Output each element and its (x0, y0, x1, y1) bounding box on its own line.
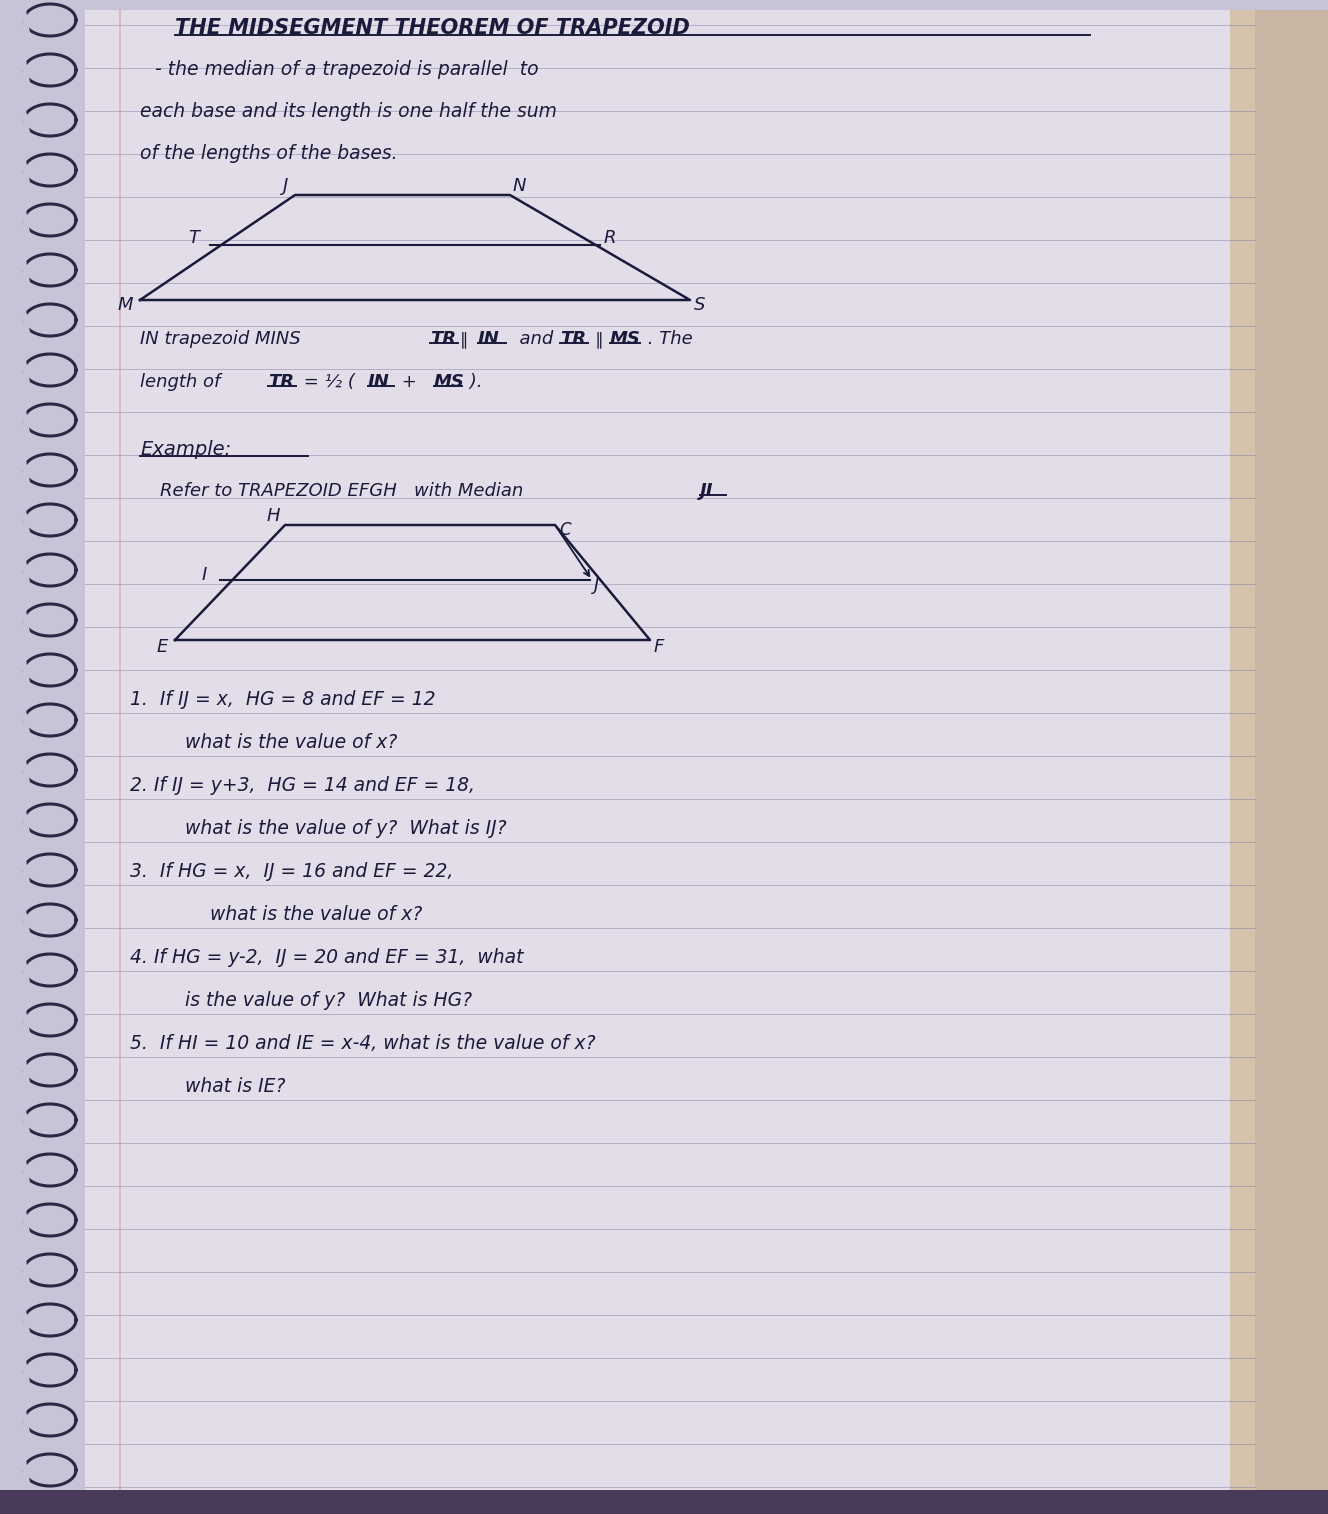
Text: H: H (267, 507, 280, 525)
Text: MS: MS (434, 372, 465, 391)
Text: E: E (157, 637, 169, 656)
Text: C: C (559, 521, 571, 539)
Text: T: T (189, 229, 199, 247)
Text: 3.  If HG = x,  IJ = 16 and EF = 22,: 3. If HG = x, IJ = 16 and EF = 22, (130, 861, 453, 881)
Text: TR: TR (560, 330, 586, 348)
Text: what is the value of y?  What is IJ?: what is the value of y? What is IJ? (185, 819, 506, 839)
Text: and: and (509, 330, 564, 348)
Text: TR: TR (430, 330, 456, 348)
Text: +: + (396, 372, 422, 391)
Text: 4. If HG = y-2,  IJ = 20 and EF = 31,  what: 4. If HG = y-2, IJ = 20 and EF = 31, wha… (130, 948, 523, 967)
Text: Example:: Example: (139, 441, 231, 459)
Text: - the median of a trapezoid is parallel  to: - the median of a trapezoid is parallel … (155, 61, 539, 79)
Text: ∥: ∥ (590, 330, 608, 348)
Text: MS: MS (610, 330, 641, 348)
Text: 2. If IJ = y+3,  HG = 14 and EF = 18,: 2. If IJ = y+3, HG = 14 and EF = 18, (130, 777, 475, 795)
Text: J: J (594, 575, 599, 593)
Text: R: R (604, 229, 616, 247)
Text: S: S (695, 297, 705, 313)
Text: THE MIDSEGMENT THEOREM OF TRAPEZOID: THE MIDSEGMENT THEOREM OF TRAPEZOID (175, 18, 689, 38)
Text: IN: IN (478, 330, 499, 348)
Text: J: J (283, 177, 288, 195)
Text: 1.  If IJ = x,  HG = 8 and EF = 12: 1. If IJ = x, HG = 8 and EF = 12 (130, 690, 436, 709)
Text: is the value of y?  What is HG?: is the value of y? What is HG? (185, 992, 473, 1010)
Text: IN: IN (368, 372, 390, 391)
Text: N: N (513, 177, 526, 195)
Text: I: I (202, 566, 207, 584)
Text: ).: ). (463, 372, 482, 391)
Text: = ½ (: = ½ ( (297, 372, 355, 391)
Text: what is the value of x?: what is the value of x? (210, 905, 422, 924)
Bar (85, 11, 1255, 1500)
Text: what is IE?: what is IE? (185, 1076, 286, 1096)
Text: what is the value of x?: what is the value of x? (185, 733, 397, 752)
Text: JI: JI (700, 481, 713, 500)
Bar (1230, 11, 1328, 1500)
Bar (0, 1490, 1328, 1514)
Text: TR: TR (268, 372, 293, 391)
Text: IN trapezoid MINS: IN trapezoid MINS (139, 330, 312, 348)
Text: F: F (653, 637, 664, 656)
Text: length of: length of (139, 372, 232, 391)
Text: . The: . The (641, 330, 693, 348)
Text: each base and its length is one half the sum: each base and its length is one half the… (139, 101, 556, 121)
Text: ∥: ∥ (459, 330, 469, 348)
Text: 5.  If HI = 10 and IE = x-4, what is the value of x?: 5. If HI = 10 and IE = x-4, what is the … (130, 1034, 596, 1054)
Text: Refer to TRAPEZOID EFGH   with Median: Refer to TRAPEZOID EFGH with Median (159, 481, 535, 500)
Text: M: M (118, 297, 134, 313)
Text: of the lengths of the bases.: of the lengths of the bases. (139, 144, 397, 164)
